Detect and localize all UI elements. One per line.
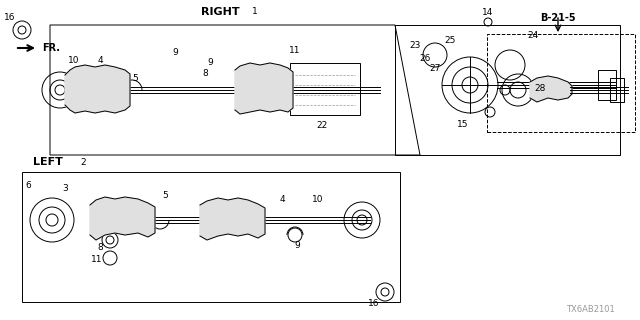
Text: TX6AB2101: TX6AB2101: [566, 306, 614, 315]
Bar: [598, 70, 616, 100]
Polygon shape: [530, 76, 572, 102]
Bar: [487, 34, 635, 132]
Text: 25: 25: [444, 36, 456, 44]
Text: 27: 27: [429, 63, 441, 73]
Text: 4: 4: [279, 196, 285, 204]
Polygon shape: [200, 198, 265, 240]
Text: RIGHT: RIGHT: [201, 7, 239, 17]
Text: 3: 3: [62, 183, 68, 193]
Text: 8: 8: [97, 244, 103, 252]
Text: 9: 9: [172, 47, 178, 57]
Polygon shape: [90, 197, 155, 240]
Text: 28: 28: [534, 84, 546, 92]
Bar: [290, 63, 360, 115]
Text: 24: 24: [527, 30, 539, 39]
Text: FR.: FR.: [42, 43, 60, 53]
Text: 11: 11: [289, 45, 301, 54]
Polygon shape: [65, 65, 130, 113]
Text: 15: 15: [457, 119, 468, 129]
Text: 4: 4: [97, 55, 103, 65]
Text: 6: 6: [25, 180, 31, 189]
Text: 10: 10: [68, 55, 80, 65]
Polygon shape: [235, 63, 293, 114]
Text: 8: 8: [202, 68, 208, 77]
Text: 1: 1: [252, 6, 258, 15]
Text: 16: 16: [4, 12, 16, 21]
Text: 14: 14: [483, 7, 493, 17]
Text: 22: 22: [316, 121, 328, 130]
Text: B-21-5: B-21-5: [540, 13, 576, 23]
Text: 5: 5: [162, 190, 168, 199]
Bar: [610, 78, 624, 102]
Text: 9: 9: [294, 241, 300, 250]
Text: 2: 2: [80, 157, 86, 166]
Text: 11: 11: [92, 255, 103, 265]
Text: 10: 10: [312, 196, 324, 204]
Text: 26: 26: [419, 53, 431, 62]
Text: 9: 9: [207, 58, 213, 67]
Text: 23: 23: [410, 41, 420, 50]
Text: 5: 5: [132, 74, 138, 83]
Text: 16: 16: [368, 299, 380, 308]
Text: LEFT: LEFT: [33, 157, 63, 167]
